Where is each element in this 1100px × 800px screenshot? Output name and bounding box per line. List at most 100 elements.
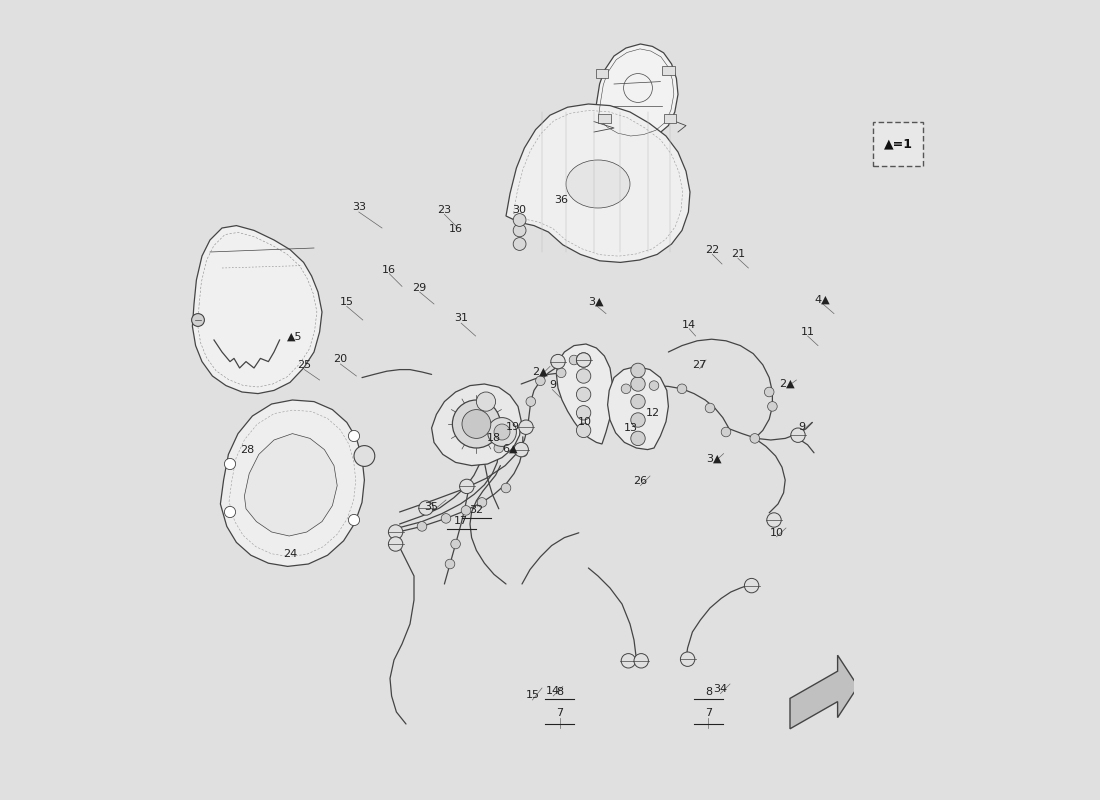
Text: 26: 26 [634,476,648,486]
Circle shape [349,514,360,526]
Circle shape [576,406,591,420]
Text: 16: 16 [449,224,463,234]
Circle shape [502,483,510,493]
Circle shape [791,428,805,442]
Circle shape [722,427,730,437]
Circle shape [750,434,760,443]
Circle shape [514,214,526,226]
Text: 2▲: 2▲ [779,378,794,388]
Text: 16: 16 [382,265,396,274]
Text: 29: 29 [412,283,427,293]
Circle shape [462,410,491,438]
Circle shape [630,394,646,409]
Text: 15: 15 [526,690,539,700]
Text: 18: 18 [487,433,502,442]
Text: 14: 14 [546,686,560,696]
Text: ▲=1: ▲=1 [883,138,913,151]
Circle shape [621,384,630,394]
Circle shape [494,443,504,453]
Text: 27: 27 [693,360,706,370]
Circle shape [419,501,433,515]
Text: 3▲: 3▲ [706,454,722,463]
Circle shape [476,392,496,411]
Polygon shape [431,384,521,466]
Bar [663,114,676,123]
Circle shape [630,413,646,427]
Circle shape [191,314,205,326]
Circle shape [526,397,536,406]
Text: 8: 8 [705,686,712,697]
Circle shape [745,578,759,593]
Circle shape [576,423,591,438]
Text: 22: 22 [705,246,719,255]
Text: 28: 28 [241,445,255,454]
Text: 7: 7 [556,708,563,718]
Circle shape [634,654,648,668]
Text: 9: 9 [549,380,556,390]
Polygon shape [244,434,338,536]
Ellipse shape [566,160,630,208]
Text: 20: 20 [333,354,348,364]
Circle shape [487,418,516,446]
Circle shape [514,224,526,237]
Text: 15: 15 [340,298,354,307]
Polygon shape [557,344,613,444]
Circle shape [621,654,636,668]
Polygon shape [192,226,322,394]
Circle shape [576,353,591,367]
Text: 23: 23 [438,206,451,215]
Circle shape [630,377,646,391]
Circle shape [441,514,451,523]
Text: 3▲: 3▲ [588,297,604,306]
Text: 36: 36 [554,195,569,205]
Circle shape [576,387,591,402]
Bar [873,122,923,166]
Circle shape [460,479,474,494]
Text: 24: 24 [283,550,297,559]
Bar [595,69,608,78]
Circle shape [764,387,774,397]
Circle shape [576,369,591,383]
Circle shape [551,354,565,369]
Circle shape [224,458,235,470]
Circle shape [678,384,686,394]
Bar [662,66,674,75]
Bar [598,114,611,123]
Text: 21: 21 [730,250,745,259]
Circle shape [557,368,566,378]
Text: 17: 17 [454,517,469,526]
Text: 12: 12 [646,408,660,418]
Text: 25: 25 [297,360,311,370]
Text: 11: 11 [801,327,815,337]
Polygon shape [790,655,858,729]
Text: 31: 31 [454,314,469,323]
Circle shape [514,442,528,457]
Polygon shape [220,400,364,566]
Text: 8: 8 [556,686,563,697]
Text: 19: 19 [506,422,520,432]
Polygon shape [594,44,678,141]
Circle shape [354,446,375,466]
Bar [873,122,923,166]
Circle shape [514,238,526,250]
Circle shape [461,506,471,515]
Circle shape [518,447,528,457]
Circle shape [417,522,427,531]
Text: 10: 10 [578,417,592,426]
Circle shape [224,506,235,518]
Text: 9: 9 [799,422,805,432]
Text: 4▲: 4▲ [814,294,829,304]
Circle shape [576,353,591,367]
Circle shape [767,513,781,527]
Text: 10: 10 [769,528,783,538]
Circle shape [494,424,510,440]
Circle shape [349,430,360,442]
Circle shape [649,381,659,390]
Circle shape [630,431,646,446]
Text: 7: 7 [705,708,712,718]
Circle shape [446,559,454,569]
Text: 2▲: 2▲ [532,367,548,377]
Text: 34: 34 [713,684,727,694]
Polygon shape [506,104,690,262]
Text: 14: 14 [682,320,696,330]
